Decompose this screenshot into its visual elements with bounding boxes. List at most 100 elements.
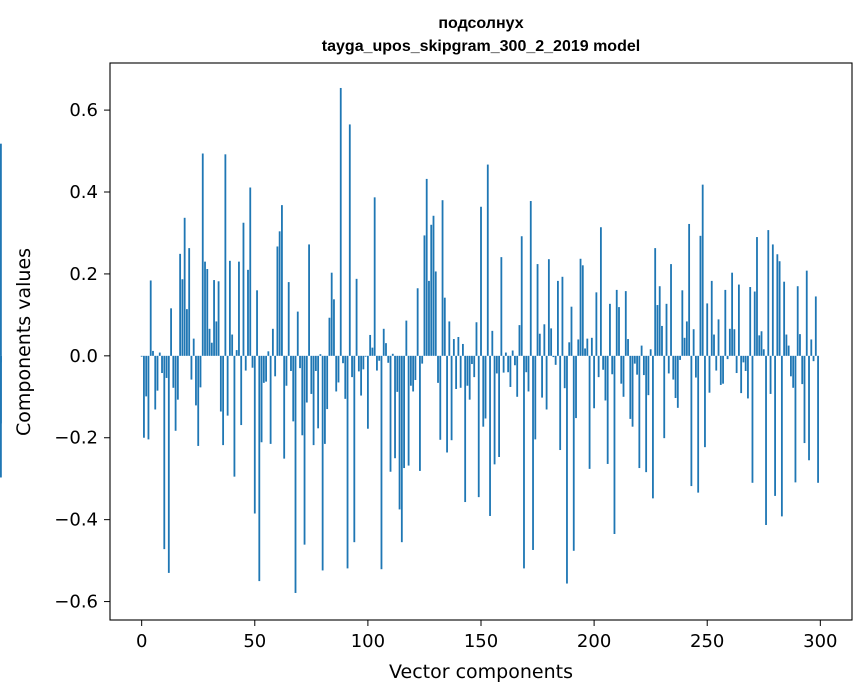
bar-34: [217, 281, 220, 356]
bar-42: [235, 350, 238, 356]
bar-54: [262, 355, 265, 383]
bar-67: [292, 355, 295, 422]
bar-196: [584, 348, 586, 356]
bar-45: [242, 222, 245, 356]
bar-65: [287, 282, 290, 356]
bar-269: [749, 287, 752, 356]
bar-169: [523, 355, 525, 569]
bar-121: [414, 355, 417, 380]
bar-59: [274, 355, 277, 377]
bar-268: [747, 355, 749, 399]
bar-85: [333, 299, 335, 356]
y-tick-label-4: 0.2: [69, 264, 98, 285]
bar-244: [692, 329, 695, 356]
bar-278: [769, 355, 772, 394]
bar-134: [443, 297, 446, 356]
bar-266: [742, 355, 745, 363]
bar-221: [640, 345, 643, 356]
bar-267: [744, 355, 747, 371]
bar-248: [701, 184, 704, 356]
bar-246: [697, 355, 700, 493]
bar-142: [462, 343, 464, 356]
bar-231: [663, 355, 666, 439]
bar-63: [283, 355, 286, 459]
x-tick-label-300: 300: [803, 631, 837, 652]
bar-145: [468, 355, 471, 400]
bar-279: [771, 244, 774, 356]
bar-136: [448, 321, 451, 356]
bar-146: [471, 355, 473, 365]
bar-203: [599, 227, 602, 356]
bar-160: [502, 355, 505, 373]
x-tick-label-200: 200: [577, 631, 611, 652]
bar-245: [695, 355, 697, 378]
bar-211: [618, 307, 620, 356]
bar-7: [156, 355, 159, 391]
bar-207: [609, 303, 611, 356]
bar-295: [808, 355, 810, 461]
bar-153: [486, 164, 489, 356]
bar-194: [579, 258, 582, 356]
bar-28: [204, 261, 206, 356]
x-tick-label-50: 50: [243, 631, 266, 652]
bar-166: [516, 355, 519, 397]
bar-137: [450, 355, 453, 441]
bar-287: [790, 355, 792, 377]
bar-33: [215, 321, 218, 356]
bar-90: [344, 355, 347, 399]
x-tick-label-250: 250: [690, 631, 724, 652]
bar-139: [455, 355, 458, 389]
bar-49: [251, 355, 254, 368]
bar-228: [656, 305, 659, 356]
bar-140: [457, 336, 460, 356]
y-tick-label-2: −0.2: [54, 428, 98, 449]
bar-119: [409, 355, 412, 386]
bar-230: [661, 325, 663, 356]
bar-113: [396, 355, 399, 392]
bar-159: [500, 257, 503, 356]
bar-69: [296, 311, 299, 356]
bar-81: [324, 355, 326, 444]
bar-118: [407, 355, 410, 466]
x-tick-label-100: 100: [351, 631, 385, 652]
bar-52: [258, 355, 261, 582]
bar-229: [658, 286, 661, 356]
bar-239: [681, 290, 684, 356]
bar-255: [717, 319, 720, 356]
bar-6: [154, 355, 157, 410]
bar-149: [477, 355, 480, 498]
bar-198: [588, 355, 591, 469]
bar-150: [480, 206, 482, 356]
bar-256: [719, 355, 722, 385]
bar-41: [233, 355, 236, 477]
bar-224: [647, 355, 650, 396]
bar-111: [391, 353, 394, 356]
bar-204: [602, 355, 605, 370]
bar-242: [688, 223, 691, 356]
bar-91: [346, 355, 349, 569]
bars-group: [0, 87, 819, 593]
bar-75: [310, 355, 313, 394]
bar-250: [706, 303, 709, 356]
bar-21: [188, 248, 191, 356]
bar-164: [511, 350, 514, 356]
bar-178: [543, 324, 546, 356]
bar-22: [190, 355, 193, 380]
bar-60: [276, 246, 279, 356]
bar-191: [572, 355, 575, 551]
bar-120: [412, 355, 415, 392]
x-tick-label-0: 0: [136, 631, 147, 652]
bar-18: [181, 279, 184, 356]
bar-271: [753, 291, 756, 356]
bar-257: [722, 355, 724, 384]
bar-95: [355, 278, 358, 356]
bar-205: [604, 355, 607, 401]
bar-285: [785, 334, 788, 356]
bar-5: [152, 350, 154, 356]
x-axis-ticks: 0 50 100 150 200 250 300: [136, 620, 838, 652]
bar-93: [351, 355, 353, 378]
y-tick-label-3: 0.0: [69, 346, 98, 367]
bar-128: [430, 224, 433, 356]
bar-132: [439, 355, 442, 440]
bar-187: [563, 355, 566, 389]
